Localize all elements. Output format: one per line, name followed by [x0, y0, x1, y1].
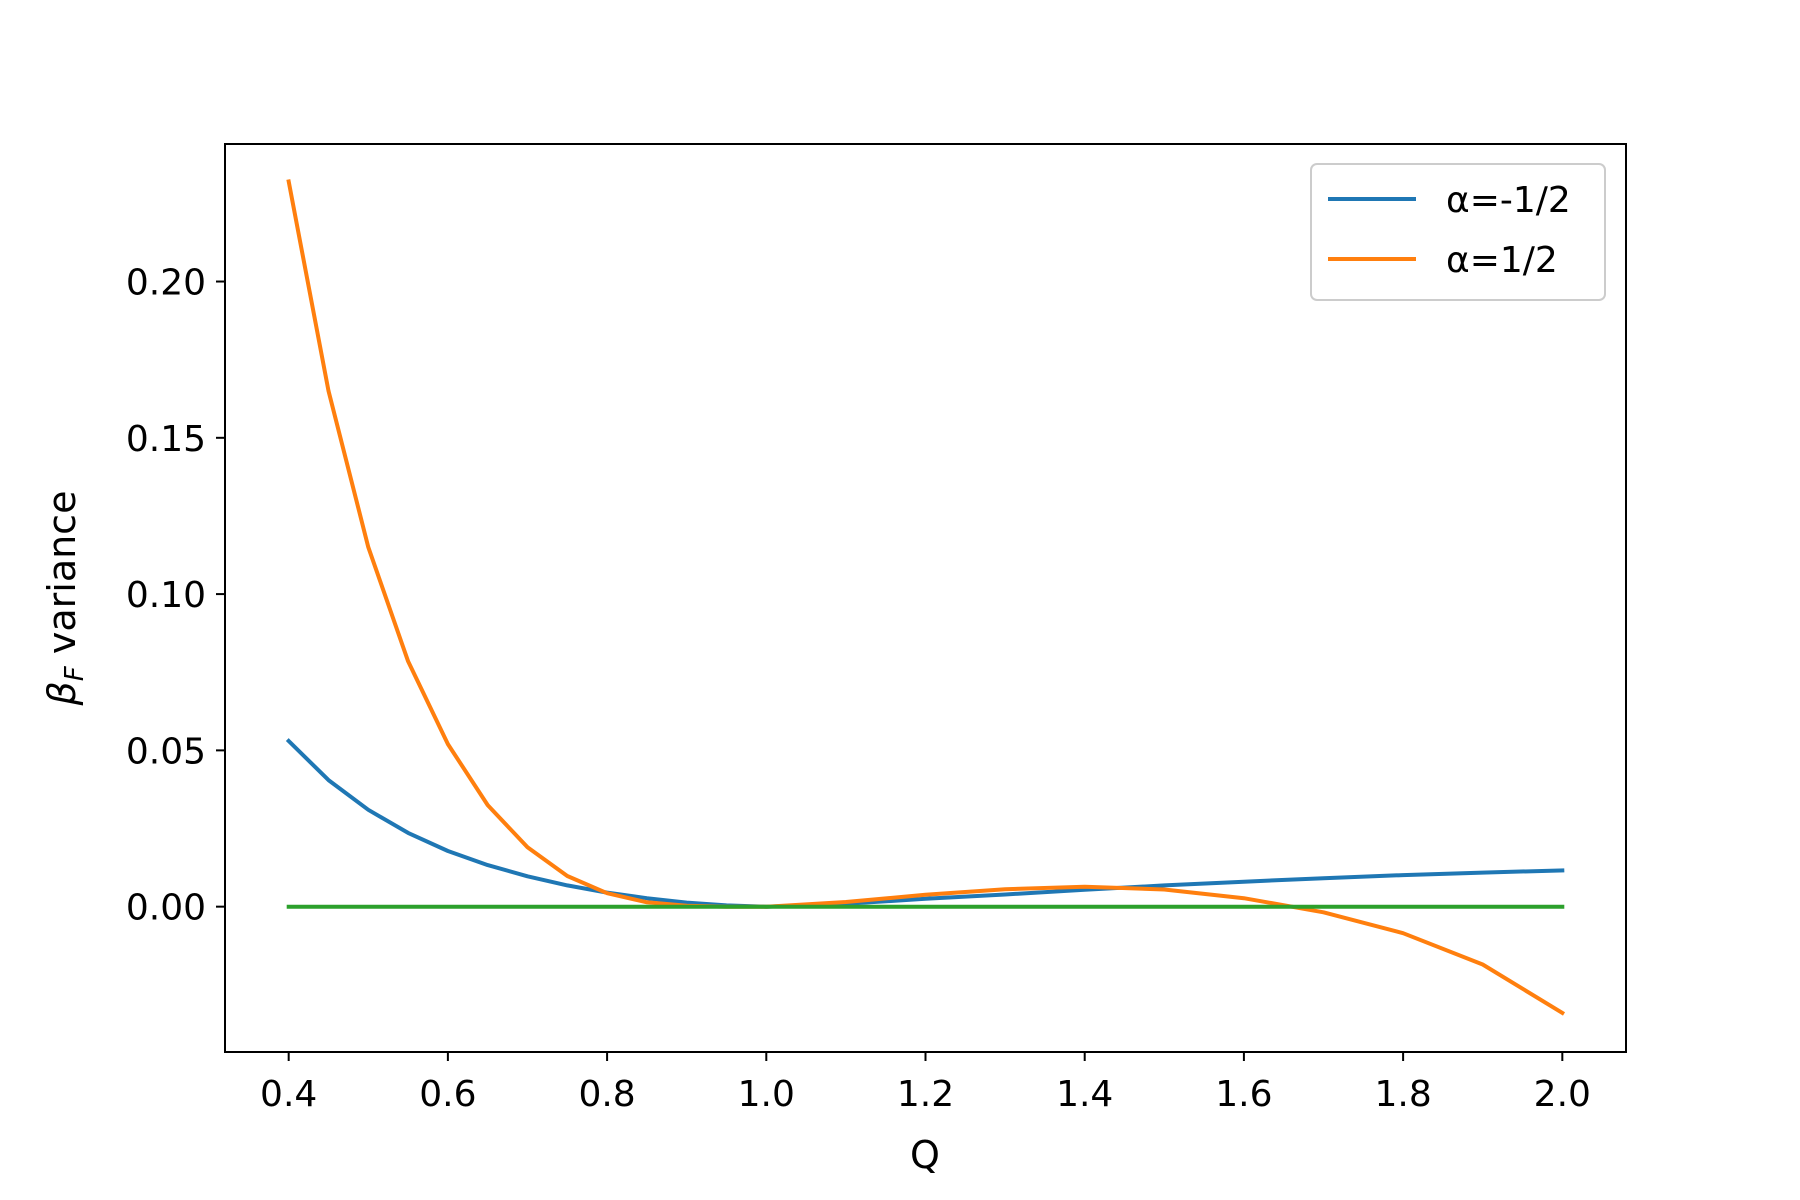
y-axis-title: βF variance: [40, 491, 90, 707]
x-tick-label: 1.4: [1056, 1074, 1113, 1115]
x-tick-label: 0.4: [260, 1074, 317, 1115]
y-tick-label: 0.20: [126, 263, 206, 304]
x-tick-label: 1.0: [738, 1074, 795, 1115]
y-axis-ticks: 0.00 0.05 0.10 0.15 0.20: [126, 263, 225, 929]
series-layer: [285, 179, 1566, 1016]
x-tick-label: 0.8: [578, 1074, 635, 1115]
y-tick-label: 0.00: [126, 888, 206, 929]
legend-label-alpha-half: α=1/2: [1446, 240, 1558, 281]
legend: α=-1/2 α=1/2: [1310, 163, 1606, 301]
y-axis-title-symbol: β: [40, 681, 84, 706]
y-tick-label: 0.10: [126, 575, 206, 616]
x-tick-label: 1.8: [1374, 1074, 1431, 1115]
y-tick-label: 0.05: [126, 731, 206, 772]
y-axis-title-subscript: F: [60, 665, 90, 681]
y-tick-label: 0.15: [126, 419, 206, 460]
x-tick-label: 1.6: [1215, 1074, 1272, 1115]
y-axis-title-text: variance: [40, 491, 84, 667]
x-tick-label: 0.6: [419, 1074, 476, 1115]
x-axis-ticks: 0.4 0.6 0.8 1.0 1.2 1.4 1.6 1.8 2.0: [260, 1052, 1591, 1115]
legend-label-alpha-neg-half: α=-1/2: [1446, 180, 1571, 221]
x-tick-label: 2.0: [1534, 1074, 1591, 1115]
x-tick-label: 1.2: [897, 1074, 954, 1115]
plot-area: [224, 143, 1627, 1053]
x-axis-title: Q: [910, 1133, 940, 1177]
